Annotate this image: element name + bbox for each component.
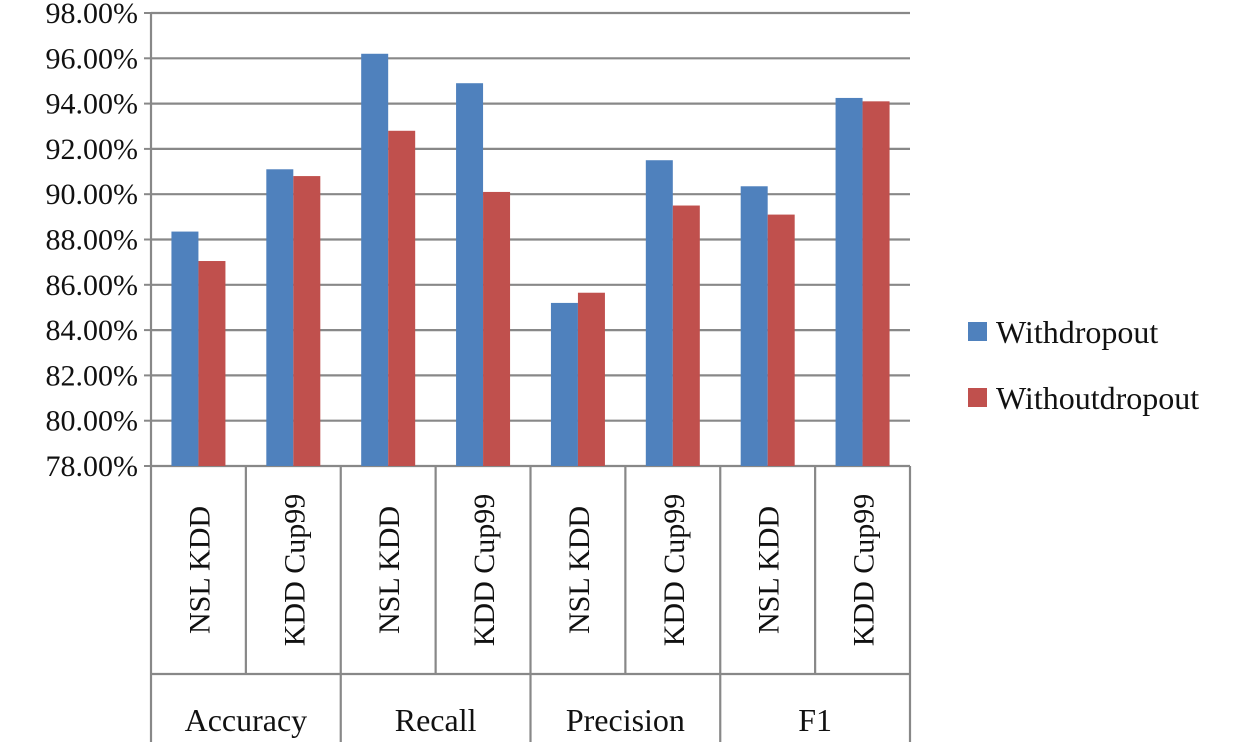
x-category-label: KDD Cup99 [848,494,881,647]
bars [171,53,890,467]
y-tick-label: 90.00% [46,178,139,211]
y-tick-label: 82.00% [46,359,139,392]
bar-withoutdropout-accuracy-nsl-kdd [198,261,226,466]
x-category-label: KDD Cup99 [278,494,311,647]
bar-withdropout-recall-kdd-cup99 [456,83,484,466]
bar-withdropout-precision-nsl-kdd [550,302,578,466]
x-category-labels: NSL KDD KDD Cup99 NSL KDD KDD Cup99 NSL KDD K… [183,494,880,738]
bar-withdropout-recall-nsl-kdd [361,53,389,467]
bar-withoutdropout-recall-kdd-cup99 [483,191,511,466]
bar-withdropout-precision-kdd-cup99 [645,160,673,466]
y-tick-label: 92.00% [46,133,139,166]
x-category-label: KDD Cup99 [468,494,501,647]
bar-withoutdropout-precision-kdd-cup99 [672,205,700,466]
x-group-label: F1 [798,702,832,738]
bar-withdropout-accuracy-nsl-kdd [171,231,199,466]
y-tick-label: 80.00% [46,405,139,438]
x-category-label: NSL KDD [373,506,406,634]
legend: Withdropout Withoutdropout [968,314,1199,416]
y-tick-labels: 78.00% 80.00% 82.00% 84.00% 86.00% 88.00% 90.0… [46,0,139,483]
bar-withdropout-f1-nsl-kdd [740,186,768,466]
bar-withoutdropout-precision-nsl-kdd [577,292,605,466]
x-group-label: Accuracy [185,702,308,738]
x-category-label: NSL KDD [753,506,786,634]
y-tick-label: 98.00% [46,0,139,30]
y-tick-label: 94.00% [46,88,139,121]
y-tick-label: 84.00% [46,314,139,347]
bar-withdropout-accuracy-kdd-cup99 [266,169,294,466]
legend-swatch [968,388,987,407]
axes [144,12,912,742]
bar-withoutdropout-f1-nsl-kdd [767,214,795,466]
bar-withoutdropout-accuracy-kdd-cup99 [293,176,321,466]
y-tick-label: 86.00% [46,269,139,302]
x-category-label: NSL KDD [563,506,596,634]
legend-swatch [968,322,987,341]
gridlines [151,11,910,468]
bar-withoutdropout-recall-nsl-kdd [388,130,416,466]
x-group-label: Precision [566,702,685,738]
legend-label: Withoutdropout [996,380,1199,416]
x-category-label: NSL KDD [183,506,216,634]
y-tick-label: 78.00% [46,450,139,483]
x-category-label: KDD Cup99 [658,494,691,647]
y-tick-label: 96.00% [46,42,139,75]
bar-withoutdropout-f1-kdd-cup99 [862,101,890,467]
legend-label: Withdropout [996,314,1158,350]
x-group-label: Recall [395,702,477,738]
bar-withdropout-f1-kdd-cup99 [835,97,863,466]
y-tick-label: 88.00% [46,224,139,257]
